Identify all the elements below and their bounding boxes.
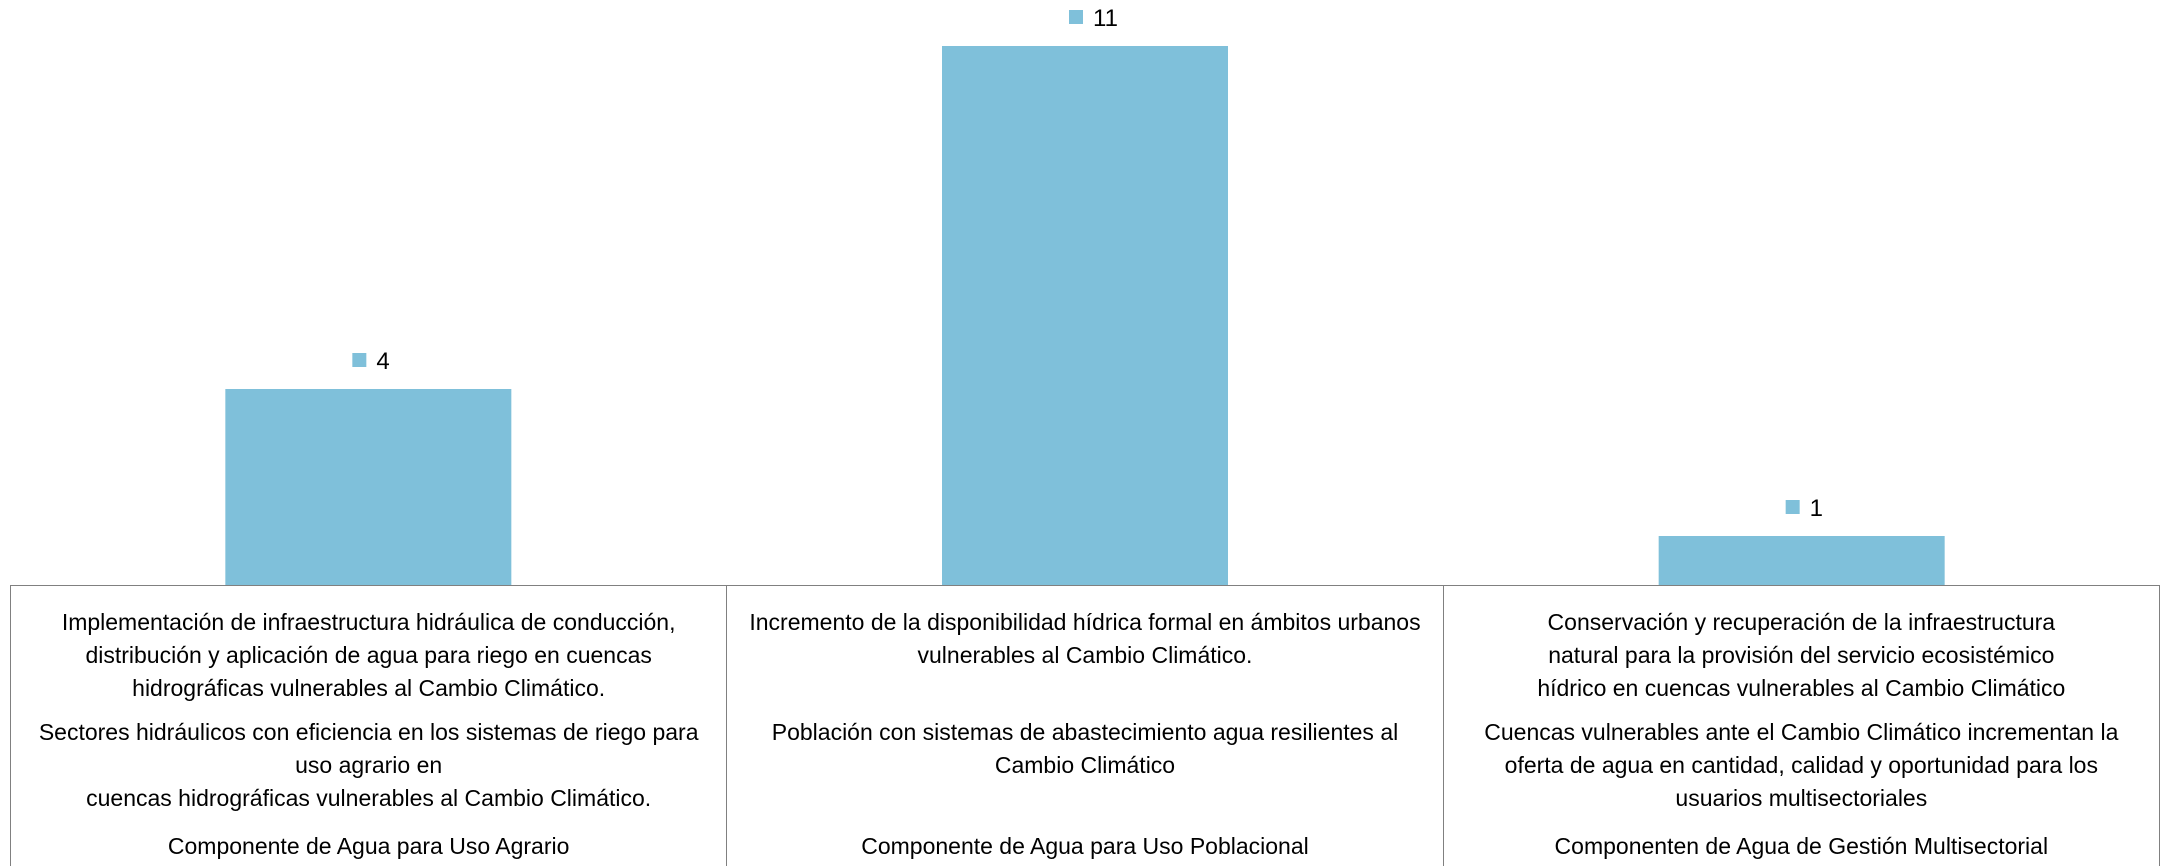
data-label-marker-1 [1069,10,1083,24]
category-column-multisectorial: Conservación y recuperación de la infrae… [1444,586,2160,866]
data-label-marker-2 [1785,500,1800,514]
bar-0 [225,389,512,585]
data-label-1: 11 [1093,5,1118,32]
category-product: Cuencas vulnerables ante el Cambio Climá… [1484,719,2119,811]
category-product: Población con sistemas de abastecimiento… [771,719,1399,778]
category-activity: Implementación de infraestructura hidráu… [61,609,676,701]
category-column-poblacional: Incremento de la disponibilidad hídrica … [727,586,1444,866]
category-component: Componenten de Agua de Gestión Multisect… [1554,833,2049,859]
data-label-0: 4 [376,348,389,375]
category-column-agrario: Implementación de infraestructura hidráu… [11,586,728,866]
data-label-marker-0 [352,353,367,367]
category-table: Implementación de infraestructura hidráu… [10,585,2160,866]
bar-1 [942,46,1228,585]
category-component: Componente de Agua para Uso Agrario [167,833,570,859]
data-label-2: 1 [1810,495,1823,522]
category-activity: Conservación y recuperación de la infrae… [1537,609,2066,701]
category-product: Sectores hidráulicos con eficiencia en l… [38,719,699,811]
category-component: Componente de Agua para Uso Poblacional [861,833,1309,859]
category-activity: Incremento de la disponibilidad hídrica … [749,609,1421,668]
bar-2 [1658,536,1945,585]
